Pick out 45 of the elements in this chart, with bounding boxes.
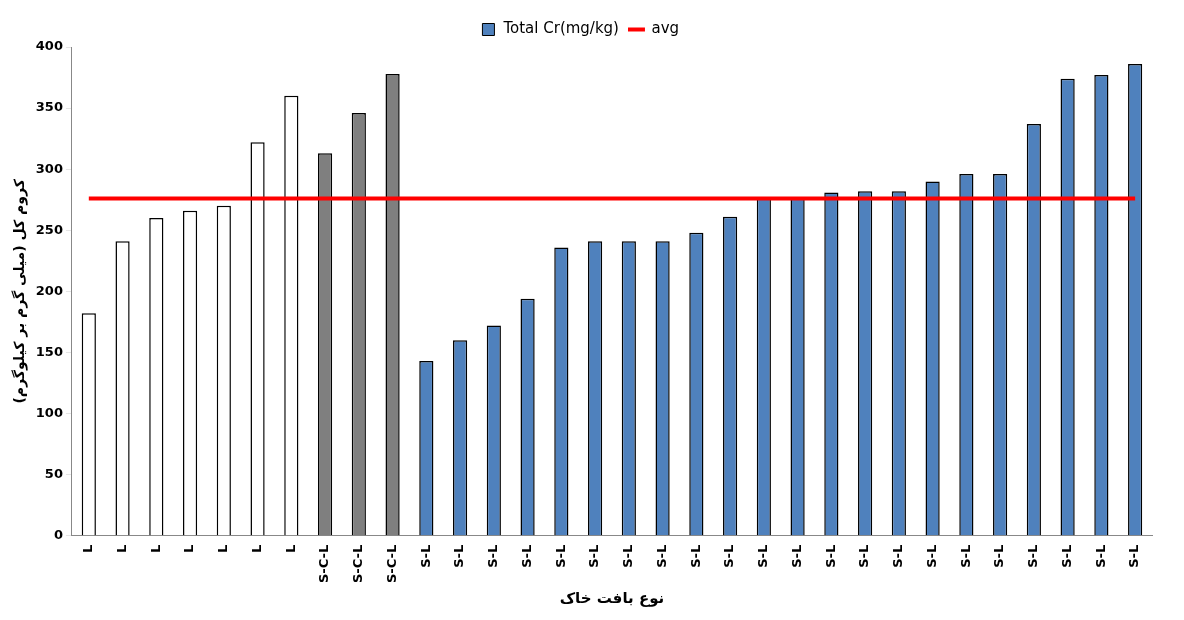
x-tick-label: L bbox=[147, 544, 163, 554]
legend-label: Total Cr(mg/kg) bbox=[502, 19, 619, 38]
x-tick-label: S-L bbox=[620, 544, 636, 568]
x-tick-label: S-L bbox=[518, 544, 534, 568]
x-tick-label: S-L bbox=[957, 544, 973, 568]
x-tick-label: S-L bbox=[721, 544, 737, 568]
x-tick-label: S-L bbox=[451, 544, 467, 568]
x-tick-label: S-L bbox=[1092, 544, 1108, 568]
x-tick-label: L bbox=[248, 544, 264, 554]
y-tick-label: 250 bbox=[35, 221, 63, 237]
y-tick-label: 350 bbox=[35, 99, 63, 115]
y-tick-label: 0 bbox=[53, 527, 63, 543]
x-tick-label: S-C-L bbox=[350, 544, 366, 583]
y-tick-label: 300 bbox=[35, 160, 63, 176]
x-axis-title: نوع بافت خاک bbox=[559, 588, 665, 607]
x-tick-label: S-L bbox=[417, 544, 433, 568]
y-tick-label: 150 bbox=[35, 343, 63, 359]
y-tick-label: 100 bbox=[35, 404, 63, 420]
y-tick-label: 400 bbox=[35, 38, 63, 54]
x-tick-label: S-L bbox=[1025, 544, 1041, 568]
x-tick-label: L bbox=[80, 544, 96, 554]
x-tick-label: S-L bbox=[552, 544, 568, 568]
x-tick-label: S-L bbox=[1126, 544, 1142, 568]
x-tick-label: S-L bbox=[485, 544, 501, 568]
y-tick-label: 50 bbox=[44, 466, 63, 482]
x-tick-label: S-L bbox=[755, 544, 771, 568]
x-tick-label: S-L bbox=[1059, 544, 1074, 568]
x-tick-label: L bbox=[215, 544, 231, 554]
x-tick-label: S-C-L bbox=[383, 544, 399, 583]
x-tick-label: S-L bbox=[687, 544, 703, 568]
x-tick-label: S-L bbox=[856, 544, 872, 568]
x-tick-label: S-L bbox=[991, 544, 1007, 568]
x-tick-label: S-L bbox=[586, 544, 602, 568]
x-tick-label: L bbox=[282, 544, 298, 554]
x-tick-label: S-L bbox=[788, 544, 804, 568]
x-tick-label: L bbox=[113, 544, 129, 554]
x-tick-label: S-L bbox=[822, 544, 838, 568]
y-axis-title: کروم کل (میلی گرم بر کیلوگرم) bbox=[11, 178, 29, 404]
y-tick-label: 200 bbox=[35, 282, 63, 298]
x-tick-label: S-L bbox=[923, 544, 939, 568]
legend-label: avg bbox=[651, 19, 680, 38]
x-tick-label: L bbox=[181, 544, 197, 554]
x-tick-label: S-L bbox=[890, 544, 906, 568]
x-tick-label: S-L bbox=[653, 544, 669, 568]
x-tick-label: S-C-L bbox=[316, 544, 332, 583]
